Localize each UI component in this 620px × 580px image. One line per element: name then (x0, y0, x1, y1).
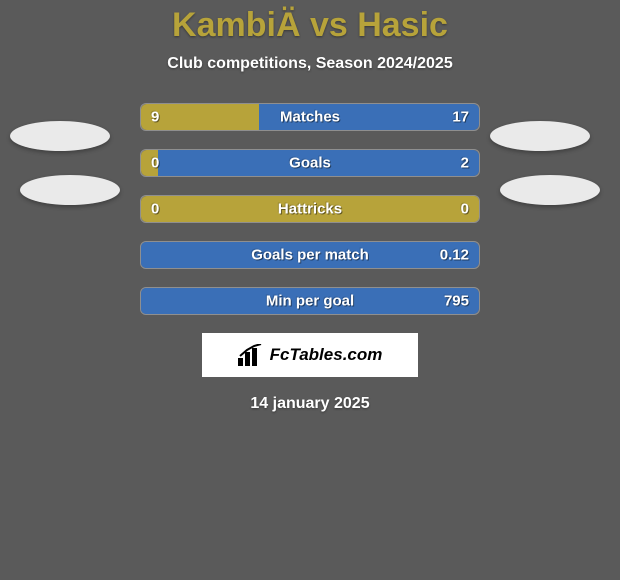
stat-value-left: 0 (151, 201, 159, 218)
source-badge-text: FcTables.com (270, 345, 383, 365)
stat-label: Min per goal (266, 293, 354, 310)
player-badge-placeholder (20, 175, 120, 205)
stat-label: Hattricks (278, 201, 342, 218)
player-badge-placeholder (10, 121, 110, 151)
footer-date: 14 january 2025 (0, 395, 620, 413)
stat-value-right: 0.12 (440, 247, 469, 264)
source-badge: FcTables.com (202, 333, 418, 377)
stat-value-right: 0 (461, 201, 469, 218)
stat-value-right: 17 (452, 109, 469, 126)
bar-chart-icon (238, 344, 264, 366)
stat-value-right: 2 (461, 155, 469, 172)
stat-row-goals: 0 Goals 2 (140, 149, 480, 177)
stat-row-matches: 9 Matches 17 (140, 103, 480, 131)
stat-row-min-per-goal: Min per goal 795 (140, 287, 480, 315)
stat-label: Goals per match (251, 247, 369, 264)
stat-value-left: 9 (151, 109, 159, 126)
stat-label: Matches (280, 109, 340, 126)
stats-container: 9 Matches 17 0 Goals 2 0 Hattricks 0 Goa… (140, 103, 480, 315)
comparison-title: KambiÄ vs Hasic (0, 0, 620, 45)
comparison-subtitle: Club competitions, Season 2024/2025 (0, 55, 620, 73)
stat-value-right: 795 (444, 293, 469, 310)
stat-row-hattricks: 0 Hattricks 0 (140, 195, 480, 223)
stat-row-goals-per-match: Goals per match 0.12 (140, 241, 480, 269)
player-badge-placeholder (500, 175, 600, 205)
stat-value-left: 0 (151, 155, 159, 172)
stat-label: Goals (289, 155, 331, 172)
player-badge-placeholder (490, 121, 590, 151)
